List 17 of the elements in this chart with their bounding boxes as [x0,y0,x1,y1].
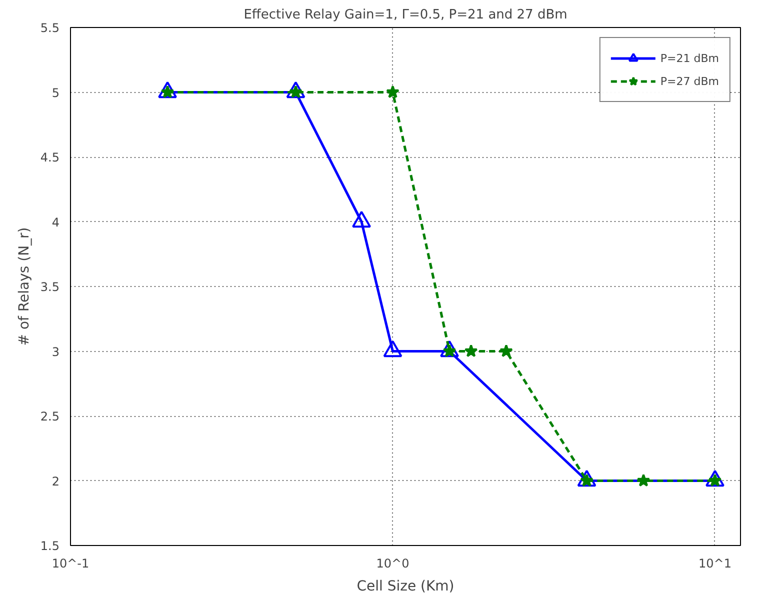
x-tick-label: 10^0 [376,556,410,570]
x-tick-label: 10^1 [698,556,732,570]
legend-label: P=21 dBm [660,52,719,64]
y-tick-label: 4 [52,215,60,230]
y-axis-title: # of Relays (N_r) [16,227,32,346]
y-tick-label: 5.5 [40,21,60,35]
y-tick-label: 2.5 [40,410,60,424]
y-tick-label: 2 [52,474,60,488]
y-tick-label: 5 [52,86,60,100]
x-tick-label: 10^-1 [52,556,90,570]
y-tick-label: 4.5 [40,150,60,164]
legend-label: P=27 dBm [660,74,719,88]
chart-title: Effective Relay Gain=1, Γ=0.5, P=21 and 27 dBm [244,8,568,22]
y-tick-label: 1.5 [40,539,60,553]
y-tick-label: 3.5 [40,280,60,294]
y-tick-label: 3 [52,344,60,359]
x-axis-title: Cell Size (Km) [356,578,454,594]
